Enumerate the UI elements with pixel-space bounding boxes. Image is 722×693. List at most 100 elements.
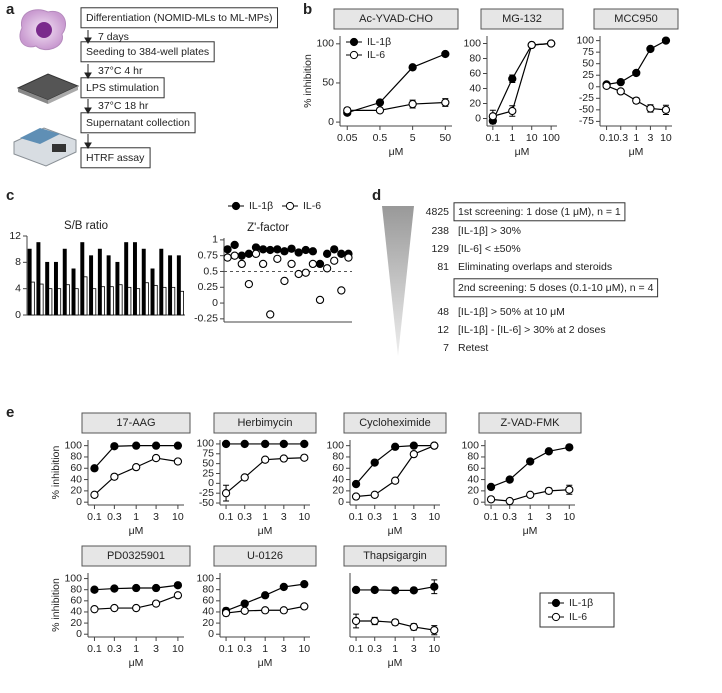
transition: 37°C 18 hr	[98, 100, 149, 112]
x-tick-label: 3	[153, 511, 159, 523]
data-point	[173, 457, 183, 466]
count: 4825	[426, 206, 450, 218]
x-axis-label: μM	[129, 525, 144, 537]
x-tick-label: 0.1	[219, 643, 234, 655]
step-box	[453, 278, 659, 298]
y-tick-label: -75	[579, 115, 594, 127]
x-axis-label: μM	[523, 525, 538, 537]
y-tick-label: 40	[70, 606, 82, 618]
x-tick-label: 10	[660, 132, 672, 144]
data-point	[351, 585, 361, 595]
y-tick-label: 40	[467, 473, 479, 485]
data-point	[526, 457, 535, 466]
x-tick-label: 3	[281, 511, 287, 523]
arrows	[84, 30, 92, 149]
x-tick-label: 1	[527, 511, 533, 523]
bar	[150, 268, 155, 316]
data-point	[258, 245, 268, 254]
legend-marker	[349, 37, 359, 47]
legend-marker	[231, 201, 241, 211]
data-point	[565, 443, 574, 452]
x-tick-label: 0.1	[484, 511, 499, 523]
bar	[180, 290, 184, 316]
data-point	[266, 310, 275, 319]
x-tick-label: 1	[133, 511, 139, 523]
data-point	[602, 81, 611, 90]
data-point	[508, 74, 517, 83]
workflow: Differentiation (NOMID-MLs to ML-MPs) Se…	[80, 7, 279, 169]
data-point	[351, 492, 361, 501]
chart-title: Herbimycin	[237, 417, 292, 429]
y-tick-label: 60	[70, 462, 82, 474]
y-tick-label: 60	[469, 67, 481, 79]
x-tick-label: 0.1	[349, 511, 364, 523]
y-tick-label: 100	[196, 572, 214, 584]
y-tick-label: 0	[338, 496, 344, 508]
chart-title: Ac-YVAD-CHO	[359, 13, 433, 25]
data-point	[408, 99, 417, 109]
data-point	[409, 449, 418, 459]
x-tick-label: 10	[172, 511, 184, 523]
data-point	[110, 603, 119, 613]
data-point	[565, 485, 574, 494]
bar	[74, 288, 79, 316]
bar	[144, 282, 149, 316]
data-point	[375, 106, 385, 115]
bar	[65, 284, 70, 316]
x-tick-label: 0.1	[219, 511, 234, 523]
data-point	[616, 78, 625, 87]
y-tick-label: 50	[202, 457, 214, 469]
bar	[97, 248, 102, 316]
data-point	[240, 606, 249, 615]
data-point	[632, 96, 641, 105]
data-point	[409, 622, 418, 632]
x-tick-label: 0.3	[107, 643, 122, 655]
x-tick-label: 3	[153, 643, 159, 655]
x-tick-label: 1	[262, 511, 268, 523]
bar	[136, 288, 141, 316]
x-tick-label: 0.1	[486, 132, 501, 144]
y-tick-label: 100	[316, 38, 334, 50]
data-point	[300, 453, 309, 462]
series-line	[490, 446, 570, 488]
data-point	[632, 68, 641, 78]
data-point	[505, 475, 514, 484]
panel-label: c	[6, 187, 14, 204]
panel-label: b	[303, 1, 312, 18]
x-tick-label: 3	[546, 511, 552, 523]
data-point	[261, 455, 270, 464]
x-tick-label: 10	[172, 643, 184, 655]
y-tick-label: 100	[326, 439, 344, 451]
x-tick-label: 3	[411, 511, 417, 523]
bar	[176, 255, 181, 316]
legend-label: IL-1β	[249, 200, 273, 212]
data-point	[151, 453, 161, 463]
legend-label: IL-6	[569, 611, 587, 623]
data-point	[661, 36, 671, 45]
data-point	[330, 245, 339, 254]
data-point	[223, 245, 232, 254]
title-box	[213, 412, 317, 434]
data-point	[240, 473, 249, 482]
bar	[118, 284, 123, 316]
y-axis-label: % inhibition	[50, 445, 62, 499]
workflow-step: Differentiation (NOMID-MLs to ML-MPs)	[86, 12, 273, 24]
data-point	[408, 63, 417, 72]
x-axis-label: μM	[258, 657, 273, 669]
chart-title: MG-132	[502, 13, 542, 25]
chart-title: Cycloheximide	[359, 417, 431, 429]
y-tick-label: 0	[328, 116, 334, 128]
legend-box	[539, 592, 615, 628]
legend-marker	[349, 50, 359, 60]
step-box	[80, 77, 165, 99]
data-point	[544, 447, 553, 456]
title-box	[593, 8, 679, 30]
data-point	[322, 249, 332, 258]
bar	[83, 276, 88, 316]
step-text: [IL-1β] > 30%	[458, 225, 521, 237]
y-tick-label: 25	[582, 69, 594, 81]
y-axis-label: % inhibition	[302, 54, 314, 108]
data-point	[391, 442, 400, 451]
